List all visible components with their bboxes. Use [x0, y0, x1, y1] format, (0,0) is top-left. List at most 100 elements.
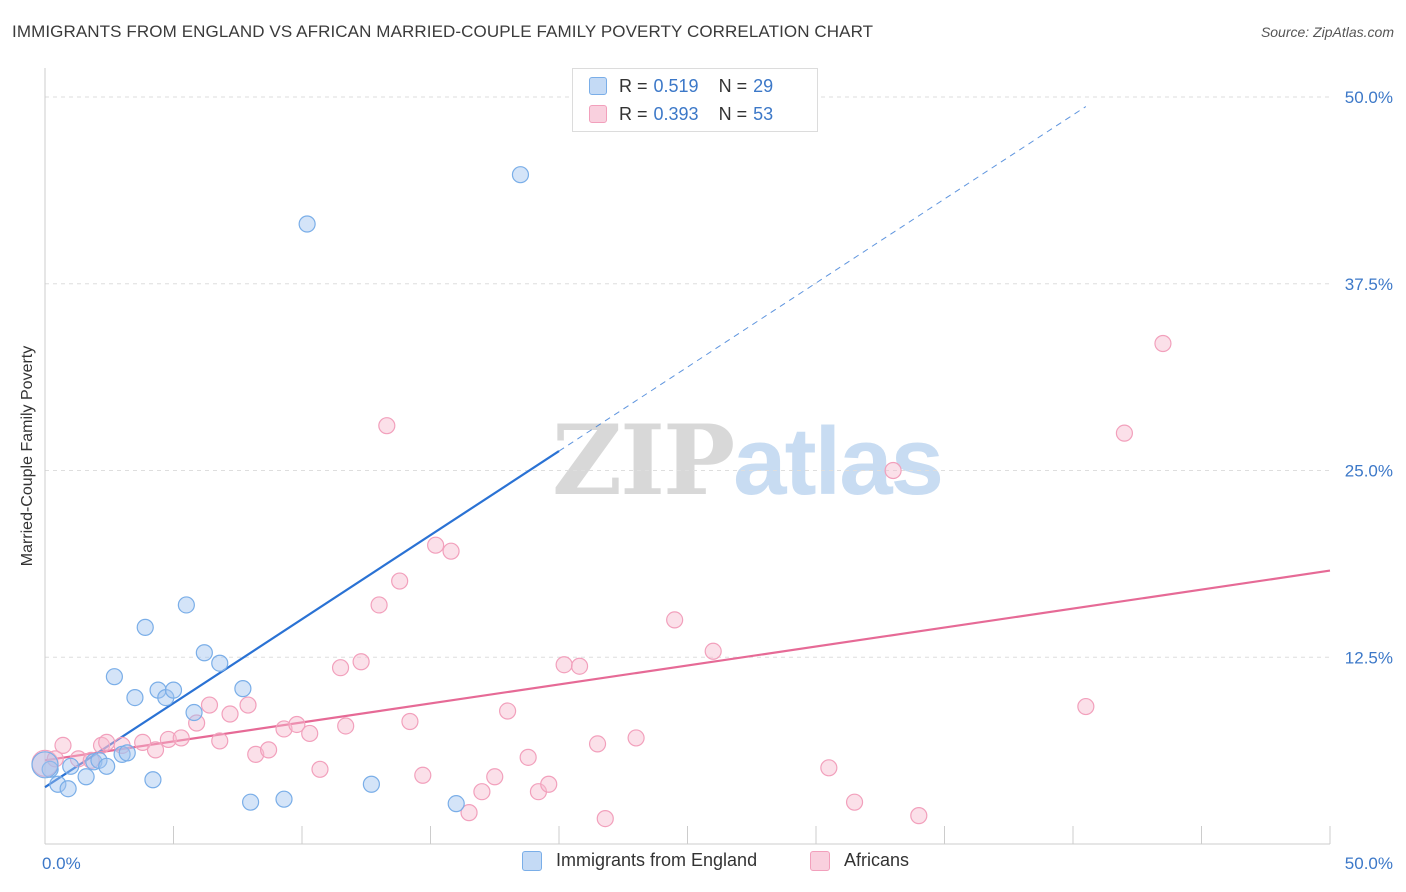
africans-point — [391, 572, 409, 590]
africans-point — [442, 542, 460, 560]
africans-point — [884, 461, 902, 480]
africans-swatch — [589, 105, 607, 123]
n-value: 53 — [753, 103, 774, 124]
tick-labels: 12.5% 25.0% 37.5% 50.0% 0.0% 50.0% — [42, 88, 1393, 873]
england-point — [275, 790, 293, 808]
africans-point — [98, 733, 116, 752]
africans-point — [172, 729, 190, 747]
africans-point — [820, 759, 838, 777]
england-point — [298, 215, 316, 233]
axes — [44, 68, 1331, 845]
africans-point — [588, 735, 607, 753]
england-swatch — [589, 77, 607, 95]
africans-point — [211, 732, 229, 750]
africans-point — [370, 596, 388, 614]
y-tick-label: 37.5% — [1345, 275, 1393, 294]
england-point — [185, 703, 203, 722]
trend-extension — [558, 106, 1087, 452]
england-point — [177, 596, 195, 614]
africans-point — [845, 793, 864, 811]
africans-point — [378, 417, 396, 435]
r-label: R = — [619, 103, 648, 124]
africans-point — [288, 715, 306, 734]
africans-point — [92, 736, 111, 754]
england-point — [126, 688, 144, 707]
n-value: 29 — [753, 75, 774, 96]
africans-point — [200, 696, 219, 714]
y-tick-label: 25.0% — [1345, 462, 1393, 481]
africans-point — [331, 659, 350, 677]
england-legend-swatch — [522, 850, 542, 871]
stats-row-england: R = 0.519 N = 29 — [589, 73, 773, 99]
england-point — [511, 166, 530, 184]
africans-point — [301, 724, 319, 743]
england-point — [164, 681, 183, 699]
africans-point — [414, 766, 432, 784]
england-point — [62, 757, 80, 775]
africans-point — [1115, 424, 1134, 442]
x-tick-label: 0.0% — [42, 854, 81, 873]
r-value: 0.519 — [653, 75, 699, 96]
africans-point — [146, 741, 165, 759]
africans-point — [239, 696, 257, 714]
england-point — [242, 793, 260, 811]
stats-row-africans: R = 0.393 N = 53 — [589, 101, 773, 127]
africans-point — [1154, 334, 1172, 353]
africans-point — [54, 736, 72, 754]
africans-point — [540, 775, 558, 793]
legend-item-england[interactable]: Immigrants from England — [522, 850, 757, 871]
stats-legend: R = 0.519 N = 29 R = 0.393 N = 53 — [572, 68, 818, 132]
watermark-atlas: atlas — [733, 408, 944, 515]
england-point — [118, 744, 136, 762]
africans-point — [499, 702, 517, 720]
africans-point — [627, 729, 645, 747]
watermark: ZIPatlas — [552, 404, 944, 517]
trend-line — [44, 450, 560, 789]
data-points — [31, 166, 1172, 828]
africans-point — [666, 611, 684, 629]
england-point — [211, 654, 229, 672]
africans-point — [570, 657, 589, 675]
england-point — [136, 618, 154, 636]
africans-point — [1077, 697, 1095, 716]
africans-point — [486, 768, 504, 786]
africans-point — [401, 712, 419, 731]
africans-point — [427, 536, 445, 554]
england-point — [31, 751, 59, 779]
england-point — [77, 768, 95, 786]
africans-point — [337, 717, 355, 735]
chart-title: IMMIGRANTS FROM ENGLAND VS AFRICAN MARRI… — [12, 22, 874, 41]
n-label: N = — [718, 75, 748, 96]
africans-point — [247, 745, 265, 763]
africans-point — [460, 804, 478, 822]
x-tick-label: 50.0% — [1345, 854, 1393, 873]
africans-point — [259, 741, 278, 759]
africans-point — [275, 720, 293, 738]
england-point — [98, 757, 116, 775]
africans-point — [46, 750, 64, 768]
r-label: R = — [619, 75, 648, 96]
england-legend-label: Immigrants from England — [556, 850, 758, 870]
source-label: Source: ZipAtlas.com — [1260, 24, 1394, 40]
england-point — [105, 668, 123, 686]
africans-point — [188, 714, 206, 732]
england-point — [195, 644, 213, 662]
england-point — [447, 795, 465, 813]
africans-point — [134, 733, 152, 752]
y-tick-label: 12.5% — [1345, 648, 1393, 667]
n-label: N = — [718, 103, 748, 124]
legend-item-africans[interactable]: Africans — [810, 850, 909, 871]
africans-point — [159, 730, 177, 749]
africans-point — [596, 810, 614, 828]
england-point — [59, 780, 77, 798]
england-point — [49, 775, 67, 793]
africans-point — [221, 705, 239, 723]
england-point — [362, 775, 380, 793]
watermark-zip: ZIP — [552, 404, 735, 517]
africans-legend-swatch — [810, 850, 830, 871]
africans-point — [519, 748, 537, 766]
africans-point — [352, 653, 370, 671]
africans-point — [473, 783, 491, 801]
africans-legend-label: Africans — [844, 850, 910, 870]
series-legend: Immigrants from England Africans — [0, 850, 1406, 878]
